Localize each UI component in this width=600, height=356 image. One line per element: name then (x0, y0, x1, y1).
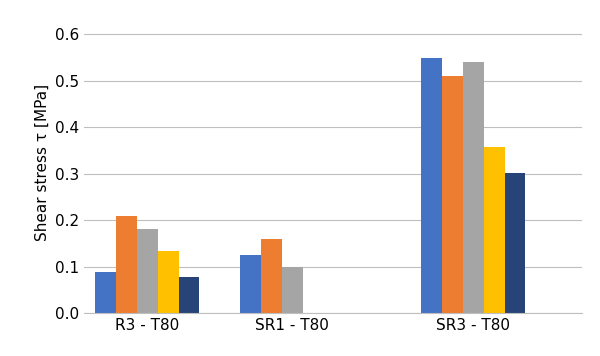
Bar (442, 76, 463, 313)
Y-axis label: Shear stress τ [MPa]: Shear stress τ [MPa] (34, 83, 49, 241)
Bar (240, 255, 261, 313)
Bar (95, 272, 116, 313)
Bar (282, 267, 302, 313)
Bar (179, 277, 199, 313)
Bar (116, 215, 137, 313)
Bar (158, 251, 179, 313)
Bar (261, 239, 282, 313)
Bar (463, 62, 484, 313)
Bar (505, 173, 526, 313)
Bar (421, 58, 442, 313)
Bar (484, 147, 505, 313)
Bar (137, 230, 158, 313)
